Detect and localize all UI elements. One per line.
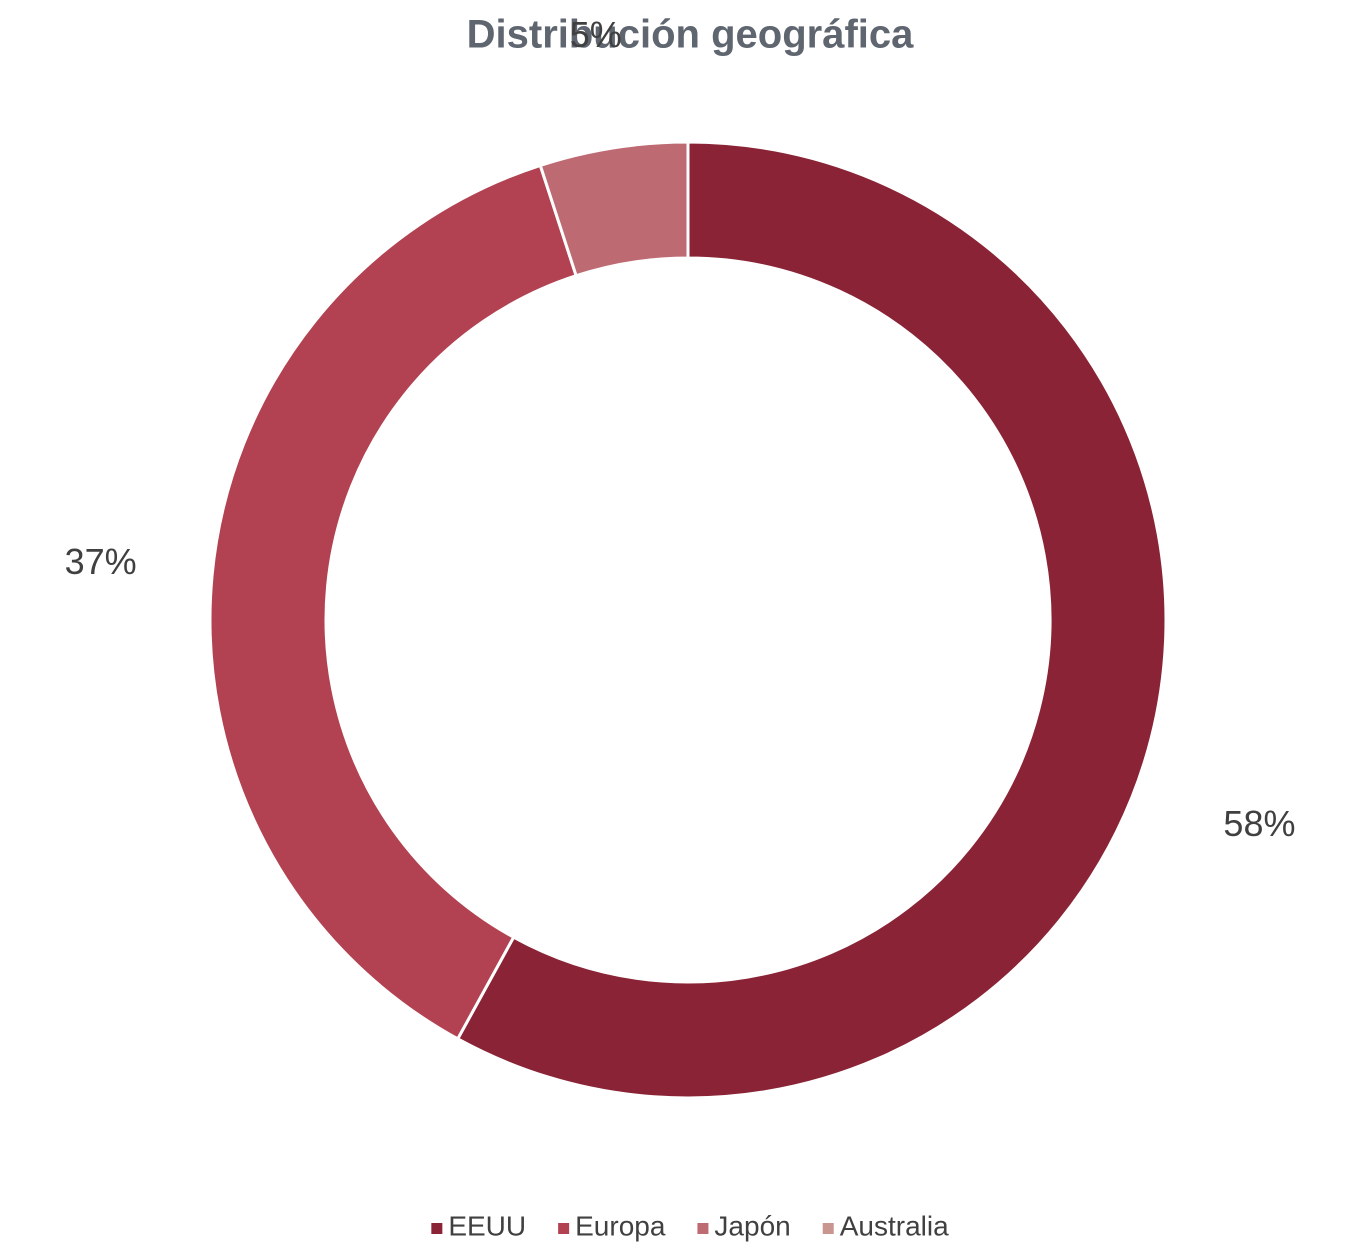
data-label: 5% <box>570 14 622 55</box>
data-label: 37% <box>65 541 137 582</box>
legend-label: EEUU <box>448 1210 526 1241</box>
legend-marker <box>558 1223 570 1234</box>
legend-label: Europa <box>575 1210 666 1241</box>
legend-marker <box>697 1223 709 1234</box>
legend-marker <box>431 1223 443 1234</box>
data-label: 58% <box>1223 803 1295 844</box>
donut-segment <box>455 140 1168 1100</box>
legend-label: Australia <box>840 1210 949 1241</box>
chart-title: Distribución geográfica <box>467 13 914 57</box>
legend-label: Japón <box>714 1210 790 1241</box>
legend-marker <box>822 1223 834 1234</box>
donut-segment <box>208 163 579 1041</box>
